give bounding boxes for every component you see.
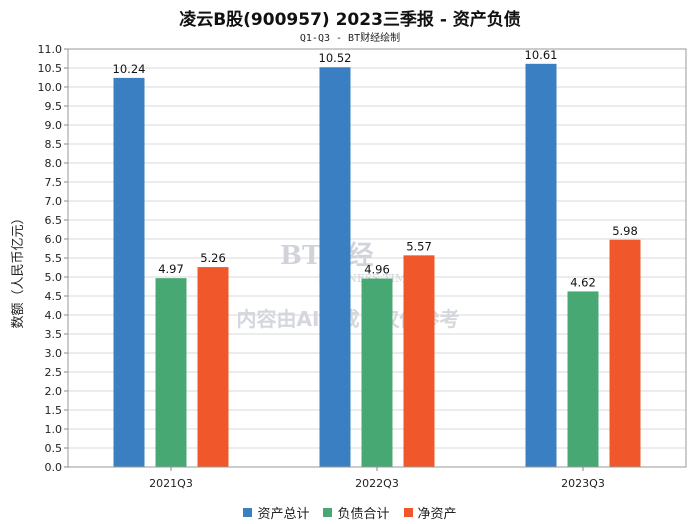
data-label: 5.98 xyxy=(612,224,638,238)
y-tick-label: 1.0 xyxy=(45,423,63,436)
value-labels: 10.24 4.97 5.26 10.52 4.96 5.57 10.61 4.62 5.98 xyxy=(113,48,638,290)
y-tick-label: 2.5 xyxy=(45,366,63,379)
x-tick-label: 2021Q3 xyxy=(149,477,193,490)
bar xyxy=(361,278,393,467)
data-label: 5.26 xyxy=(200,251,226,265)
bar xyxy=(567,291,599,467)
bar xyxy=(155,278,187,467)
y-tick-label: 2.0 xyxy=(45,385,63,398)
data-label: 5.57 xyxy=(406,239,432,253)
y-tick-label: 9.0 xyxy=(45,119,63,132)
y-tick-label: 7.5 xyxy=(45,176,63,189)
x-tick-label: 2022Q3 xyxy=(355,477,399,490)
y-tick-label: 1.5 xyxy=(45,404,63,417)
chart-subtitle: Q1-Q3 - BT财经绘制 xyxy=(299,33,401,44)
y-tick-label: 7.0 xyxy=(45,195,63,208)
chart-title: 凌云B股(900957) 2023三季报 - 资产负债 xyxy=(179,10,521,30)
y-tick-label: 4.5 xyxy=(45,290,63,303)
bar xyxy=(403,255,435,467)
bar xyxy=(609,239,641,467)
bar xyxy=(197,267,229,467)
axes: 0.0 0.5 1.0 1.5 2.0 2.5 3.0 3.5 4.0 4.5 5.0 5.5 6.0 6… xyxy=(38,43,687,490)
y-tick-label: 10.0 xyxy=(38,81,63,94)
y-tick-label: 4.0 xyxy=(45,309,63,322)
y-axis-label: 数额（人民币亿元） xyxy=(11,211,26,328)
y-tick-label: 3.5 xyxy=(45,328,63,341)
legend-swatch xyxy=(323,508,333,517)
data-label: 4.62 xyxy=(570,275,596,289)
bar xyxy=(113,77,145,467)
legend-label: 净资产 xyxy=(417,507,457,522)
y-tick-label: 0.0 xyxy=(45,461,63,474)
y-tick-label: 8.0 xyxy=(45,157,63,170)
data-label: 10.24 xyxy=(113,62,146,76)
y-tick-label: 6.5 xyxy=(45,214,63,227)
y-tick-label: 5.5 xyxy=(45,252,63,265)
y-tick-label: 3.0 xyxy=(45,347,63,360)
bars xyxy=(113,63,641,468)
legend-swatch xyxy=(243,508,253,517)
data-label: 10.61 xyxy=(525,48,558,62)
y-tick-label: 0.5 xyxy=(45,442,63,455)
legend-label: 负债合计 xyxy=(337,507,390,522)
legend: 资产总计 负债合计 净资产 xyxy=(0,503,700,522)
legend-label: 资产总计 xyxy=(257,507,310,522)
data-label: 10.52 xyxy=(319,51,352,65)
y-tick-label: 10.5 xyxy=(38,62,63,75)
x-tick-label: 2023Q3 xyxy=(561,477,605,490)
y-tick-label: 8.5 xyxy=(45,138,63,151)
y-tick-label: 5.0 xyxy=(45,271,63,284)
legend-swatch xyxy=(403,508,413,517)
legend-item: 资产总计 xyxy=(243,503,309,522)
legend-item: 负债合计 xyxy=(323,503,390,522)
y-tick-label: 9.5 xyxy=(45,100,63,113)
bar xyxy=(319,67,351,468)
y-tick-label: 6.0 xyxy=(45,233,63,246)
y-tick-label: 11.0 xyxy=(38,43,63,56)
data-label: 4.96 xyxy=(364,263,390,277)
legend-item: 净资产 xyxy=(403,503,457,522)
bar xyxy=(525,63,557,467)
data-label: 4.97 xyxy=(158,262,184,276)
